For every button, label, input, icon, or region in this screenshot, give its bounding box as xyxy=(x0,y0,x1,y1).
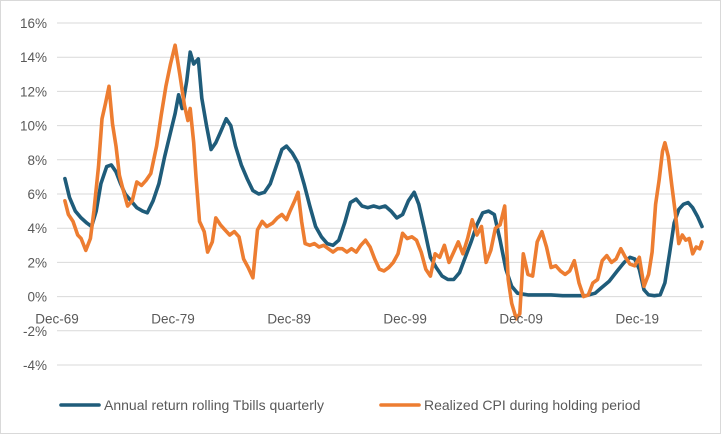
x-tick-label: Dec-89 xyxy=(267,312,311,327)
series-lines xyxy=(63,43,704,321)
series-line-2 xyxy=(63,43,704,321)
y-axis-tick-labels: 16% 14% 12% 10% 8% 6% 4% 2% 0% -2% -4% xyxy=(20,16,47,373)
x-tick-label: Dec-99 xyxy=(383,312,427,327)
y-tick-label: 4% xyxy=(27,221,47,236)
y-tick-label: 16% xyxy=(20,16,47,31)
series-line-1 xyxy=(63,50,704,298)
y-tick-label: 12% xyxy=(20,84,47,99)
y-tick-label: 10% xyxy=(20,119,47,134)
y-tick-label: 2% xyxy=(27,255,47,270)
x-axis-tick-labels: Dec-69 Dec-79 Dec-89 Dec-99 Dec-09 Dec-19 xyxy=(35,312,659,327)
legend: Annual return rolling Tbills quarterly Re… xyxy=(59,397,640,413)
x-tick-label: Dec-69 xyxy=(35,312,79,327)
y-tick-label: -2% xyxy=(23,324,47,339)
legend-label-2: Realized CPI during holding period xyxy=(424,397,640,413)
y-tick-label: -4% xyxy=(23,358,47,373)
y-tick-label: 14% xyxy=(20,50,47,65)
y-tick-label: 6% xyxy=(27,187,47,202)
y-tick-label: 8% xyxy=(27,153,47,168)
x-tick-label: Dec-09 xyxy=(499,312,543,327)
x-tick-label: Dec-19 xyxy=(615,312,659,327)
legend-label-1: Annual return rolling Tbills quarterly xyxy=(104,397,324,413)
y-tick-label: 0% xyxy=(27,290,47,305)
x-tick-label: Dec-79 xyxy=(151,312,195,327)
